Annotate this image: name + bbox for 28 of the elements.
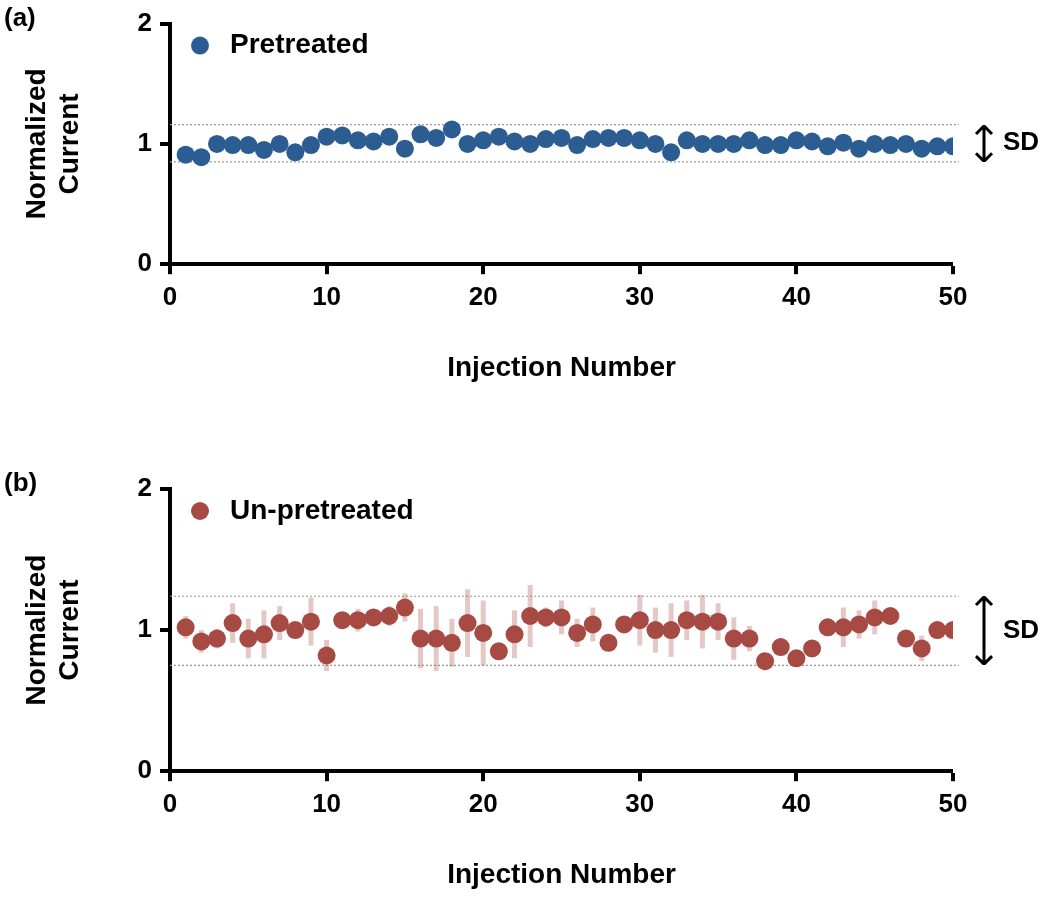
x-axis-title: Injection Number [447, 857, 676, 889]
y-tick-label: 2 [137, 472, 152, 503]
x-tick-label: 20 [468, 787, 498, 818]
y-tick-label: 0 [137, 247, 152, 278]
y-tick-label: 1 [137, 613, 152, 644]
y-axis-title: Normalized Current [19, 554, 85, 706]
y-tick-label: 0 [137, 754, 152, 785]
legend-label: Pretreated [230, 28, 369, 60]
x-tick-label: 10 [312, 787, 342, 818]
text: SD [1003, 613, 1040, 644]
x-tick-label: 50 [938, 787, 968, 818]
x-tick-label: 0 [162, 280, 178, 311]
text: (a) [4, 1, 36, 32]
y-tick-label: 1 [137, 127, 152, 158]
x-axis-title: Injection Number [447, 350, 676, 382]
x-tick-label: 30 [625, 280, 655, 311]
x-tick-label: 20 [468, 280, 498, 311]
x-tick-label: 50 [938, 280, 968, 311]
legend-label: Un-pretreated [230, 493, 414, 525]
y-tick-label: 2 [137, 6, 152, 37]
text: (b) [4, 467, 38, 498]
x-tick-label: 30 [625, 787, 655, 818]
text: SD [1003, 126, 1040, 157]
x-tick-label: 40 [781, 280, 811, 311]
x-tick-label: 40 [781, 787, 811, 818]
x-tick-label: 0 [162, 787, 178, 818]
x-tick-label: 10 [312, 280, 342, 311]
y-axis-title: Normalized Current [19, 68, 85, 220]
